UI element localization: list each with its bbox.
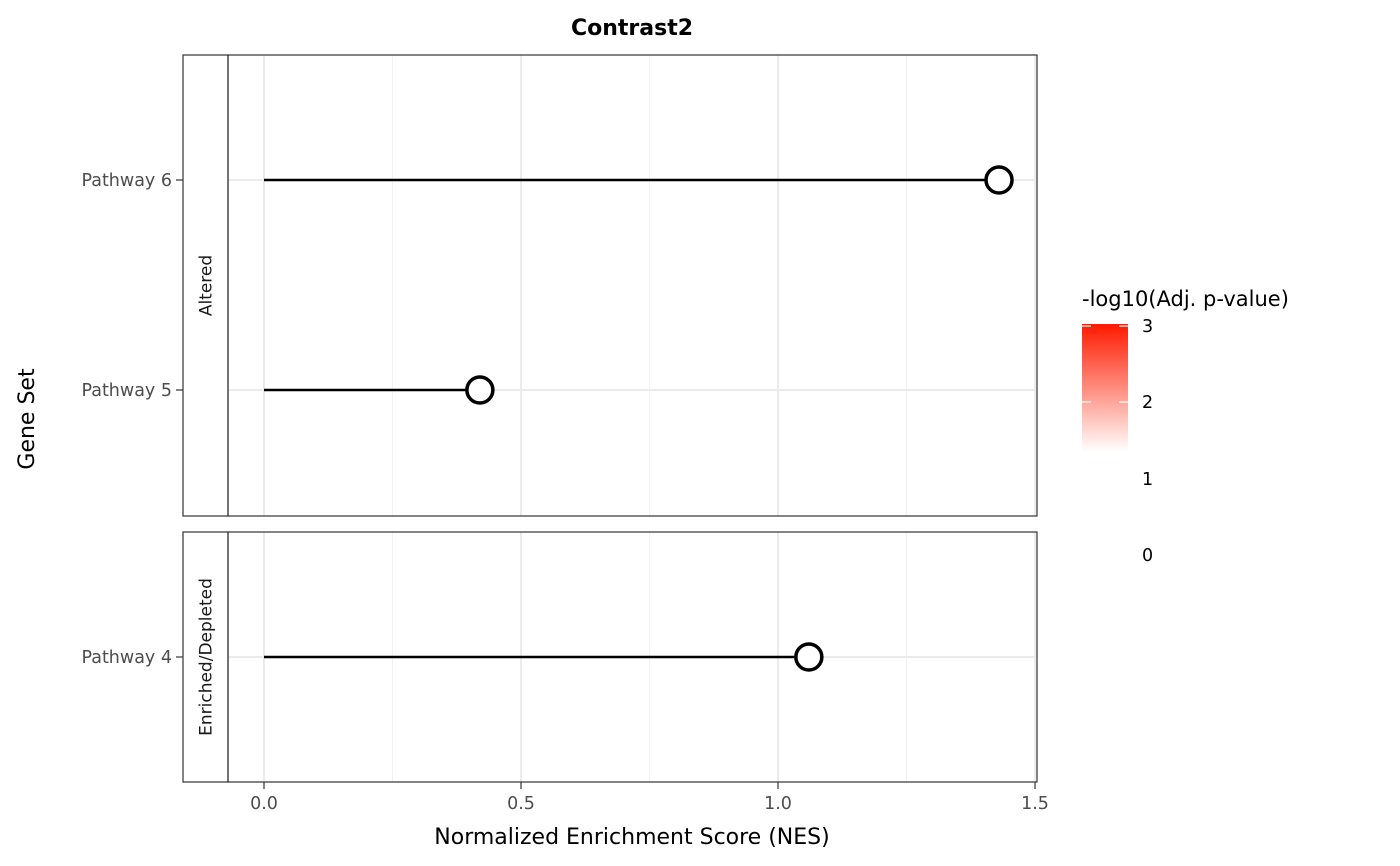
y-tick-label: Pathway 6 bbox=[81, 171, 172, 191]
lollipop-point bbox=[794, 642, 824, 672]
y-tick-label: Pathway 4 bbox=[81, 648, 172, 668]
legend-label: 1 bbox=[1142, 470, 1153, 490]
y-axis-title: Gene Set bbox=[15, 368, 40, 470]
chart-title: Contrast2 bbox=[571, 16, 693, 41]
legend-label: 0 bbox=[1142, 546, 1153, 566]
legend-label: 3 bbox=[1142, 317, 1153, 337]
facet-strip-label: Altered bbox=[197, 255, 217, 316]
panel-background bbox=[228, 55, 1037, 516]
legend-label: 2 bbox=[1142, 393, 1153, 413]
facet-panel: Enriched/Depleted Pathway 4 bbox=[81, 531, 1038, 783]
lollipop-point bbox=[465, 375, 495, 405]
colorbar-legend: -log10(Adj. p-value) 3 2 1 0 bbox=[1082, 287, 1289, 566]
y-tick-label: Pathway 5 bbox=[81, 381, 172, 401]
x-axis-title: Normalized Enrichment Score (NES) bbox=[434, 825, 829, 850]
panel-border bbox=[227, 531, 1038, 783]
facet-strip bbox=[182, 531, 229, 783]
facet-panel: Altered Pathway 6 Pathway 5 bbox=[81, 54, 1038, 517]
facet-strip-label: Enriched/Depleted bbox=[197, 578, 217, 736]
lollipop-point bbox=[984, 165, 1014, 195]
x-tick-label: 1.0 bbox=[764, 794, 792, 814]
panel-border bbox=[227, 54, 1038, 517]
x-tick-label: 0.0 bbox=[250, 794, 278, 814]
x-axis: 0.0 0.5 1.0 1.5 bbox=[250, 782, 1049, 814]
x-tick-label: 1.5 bbox=[1021, 794, 1049, 814]
colorbar bbox=[1082, 324, 1128, 452]
x-tick-label: 0.5 bbox=[507, 794, 535, 814]
legend-title: -log10(Adj. p-value) bbox=[1082, 287, 1289, 311]
